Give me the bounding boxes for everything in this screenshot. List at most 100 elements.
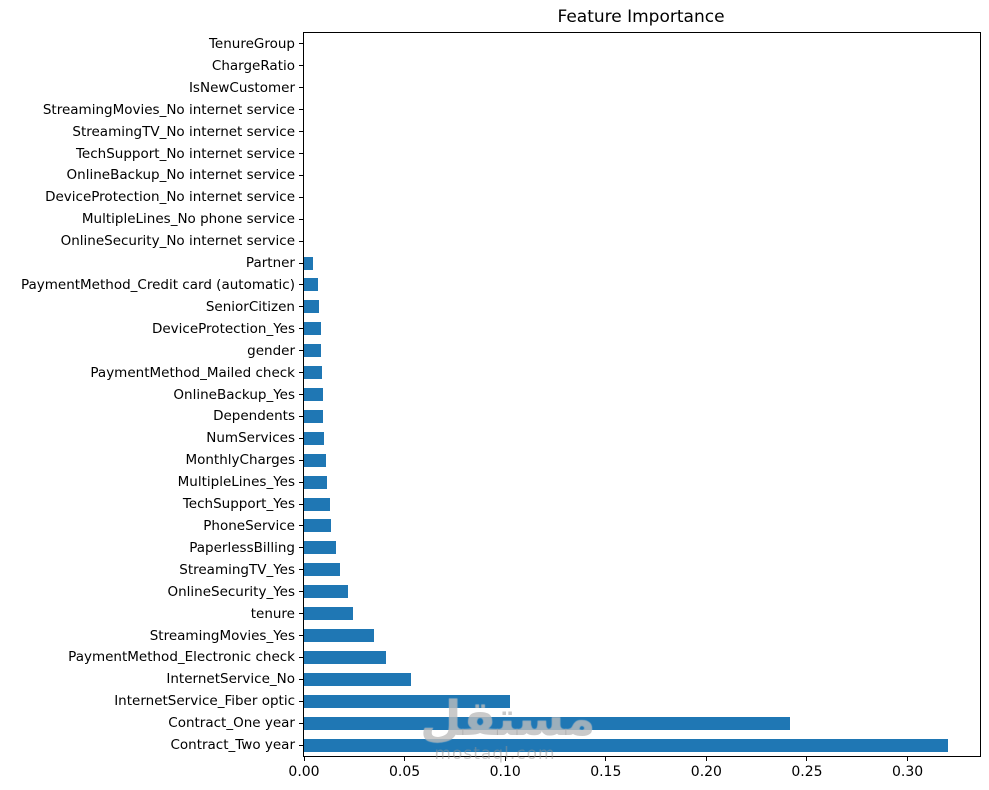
bar-internetservice-fiber-optic [304,694,511,708]
bar-seniorcitizen [304,300,319,314]
bar-contract-two-year [304,738,948,752]
y-tick-label: ChargeRatio [211,57,295,74]
bar-monthlycharges [304,453,326,467]
y-tick-label: TechSupport_No internet service [75,145,295,162]
y-tick [299,218,304,220]
y-tick [299,87,304,89]
x-tick [605,756,607,761]
y-tick [299,174,304,176]
y-tick [299,613,304,615]
bar-gender [304,344,322,358]
bar-onlinebackup-yes [304,388,323,401]
bar-streamingmovies-yes [304,629,374,642]
y-tick [299,153,304,154]
y-tick-label: gender [247,342,295,359]
y-tick [299,635,304,636]
y-tick-label: SeniorCitizen [205,298,295,315]
y-tick-label: Partner [245,255,295,272]
bar-internetservice-no [304,672,412,686]
y-tick [299,591,304,593]
y-tick-label: StreamingMovies_No internet service [42,101,295,118]
y-tick [299,569,304,571]
y-tick-label: OnlineBackup_No internet service [66,167,295,184]
bar-deviceprotection-yes [304,322,321,336]
y-tick [299,372,304,374]
bar-paymentmethod-credit-card-automatic- [304,278,318,292]
y-tick [299,459,304,461]
bar-paperlessbilling [304,541,336,555]
y-tick-label: TenureGroup [208,35,295,52]
y-tick-label: PhoneService [203,517,295,534]
y-tick [299,656,304,658]
y-tick-label: MonthlyCharges [185,452,295,469]
y-tick-label: TechSupport_Yes [182,496,295,513]
x-tick-label: 0.30 [891,764,924,780]
y-tick [299,415,304,417]
chart-title: Feature Importance [557,7,725,27]
y-tick [299,700,304,702]
y-tick-label: PaymentMethod_Mailed check [90,364,295,381]
y-tick [299,131,304,133]
bar-tenure [304,607,354,621]
y-tick [299,394,304,395]
y-tick [299,722,304,724]
y-tick-label: PaymentMethod_Electronic check [68,649,295,666]
x-tick [705,756,707,761]
y-tick [299,284,304,286]
y-tick-label: Contract_Two year [170,737,295,754]
y-tick-label: InternetService_Fiber optic [114,693,295,710]
y-tick [299,525,304,527]
y-tick-label: StreamingTV_No internet service [72,123,295,140]
y-tick [299,328,304,330]
bar-techsupport-yes [304,497,331,511]
y-tick-label: tenure [250,605,295,622]
bar-multiplelines-yes [304,475,328,489]
y-tick-label: IsNewCustomer [188,79,295,96]
x-tick-label: 0.00 [288,764,320,780]
bar-onlinesecurity-yes [304,585,348,599]
y-tick [299,503,304,505]
x-tick [303,756,305,761]
y-tick [299,65,304,67]
y-tick [299,744,304,746]
y-tick-label: OnlineSecurity_No internet service [60,233,295,250]
y-tick-label: Dependents [213,408,295,425]
y-tick [299,306,304,308]
y-tick-label: OnlineBackup_Yes [173,386,295,403]
x-tick-label: 0.10 [489,764,521,780]
y-tick-label: PaperlessBilling [189,539,295,556]
x-tick-label: 0.25 [791,764,823,780]
y-tick [299,481,304,483]
y-tick [299,678,304,680]
y-tick [299,109,304,111]
y-tick [299,262,304,264]
bar-streamingtv-yes [304,563,341,577]
bar-phoneservice [304,519,331,533]
x-tick [504,756,506,761]
y-tick-label: NumServices [206,430,295,447]
y-tick-label: StreamingMovies_Yes [149,627,295,644]
y-tick-label: PaymentMethod_Credit card (automatic) [20,276,295,293]
y-tick-label: MultipleLines_No phone service [81,211,295,228]
y-tick-label: DeviceProtection_Yes [151,320,295,337]
bar-contract-one-year [304,716,790,730]
x-tick-label: 0.15 [590,764,622,780]
plot-area: TenureGroup ChargeRatio IsNewCustomer Strea… [21,32,981,780]
bar-partner [304,256,313,270]
y-tick-label: StreamingTV_Yes [179,561,295,578]
x-tick [806,756,808,761]
x-tick-label: 0.20 [690,764,722,780]
y-tick-label: MultipleLines_Yes [177,474,295,491]
y-tick [299,350,304,352]
y-tick [299,43,304,45]
bar-numservices [304,431,324,445]
x-tick [907,756,909,761]
y-tick [299,196,304,198]
bar-dependents [304,409,323,423]
x-tick [404,756,406,761]
y-tick-label: DeviceProtection_No internet service [45,189,295,206]
y-tick-label: InternetService_No [166,671,295,688]
y-tick [299,547,304,549]
x-tick-label: 0.05 [389,764,421,780]
